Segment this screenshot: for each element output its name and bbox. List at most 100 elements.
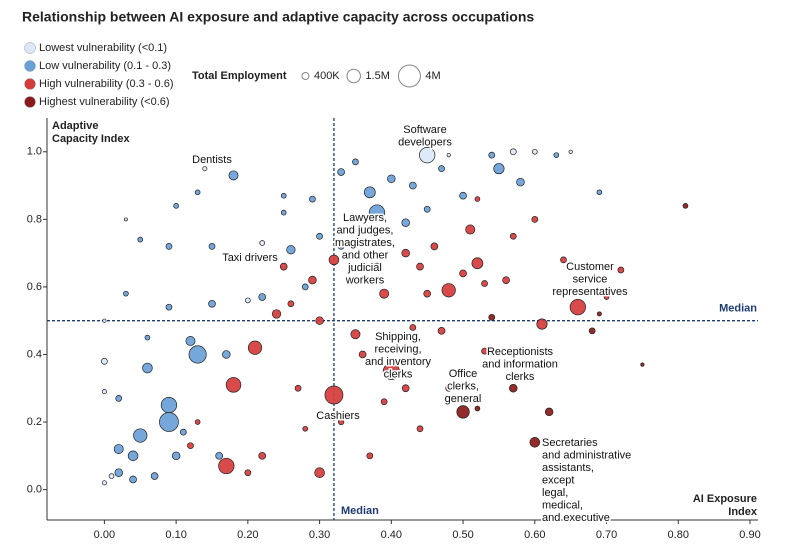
bubble	[208, 299, 216, 308]
y-axis-title: Capacity Index	[52, 133, 131, 145]
bubble	[124, 217, 128, 222]
annotation: workers	[345, 274, 385, 286]
bubble	[225, 377, 242, 393]
annotation: receiving,	[374, 343, 421, 355]
bubble	[113, 444, 124, 455]
annotation: Receptionists	[487, 346, 554, 358]
bubble	[509, 148, 517, 156]
annotation: Office	[449, 368, 478, 380]
bubble	[142, 362, 153, 374]
bubble	[108, 473, 115, 479]
bubble	[308, 275, 317, 285]
x-axis-title: Index	[728, 506, 758, 518]
bubble	[596, 189, 603, 196]
bubble	[259, 240, 266, 246]
bubble	[363, 186, 376, 199]
bubble	[380, 398, 388, 406]
bubble	[603, 294, 610, 300]
bubble	[488, 313, 496, 321]
x-tick-label: 0.70	[596, 529, 617, 541]
bubble	[568, 149, 573, 154]
annotation: and other	[342, 249, 389, 261]
bubble	[137, 236, 144, 243]
bubble	[316, 232, 323, 240]
bubble	[337, 243, 345, 250]
bubble	[171, 451, 181, 461]
y-tick-label: 0.6	[27, 281, 42, 293]
x-tick-label: 0.20	[237, 529, 258, 541]
bubble	[471, 257, 484, 270]
x-tick-label: 0.50	[452, 529, 473, 541]
bubble	[194, 419, 201, 425]
bubble	[441, 283, 456, 298]
size-legend-label: 1.5M	[365, 70, 389, 82]
bubble	[493, 163, 505, 175]
bubble	[338, 418, 345, 426]
annotation: Customer	[566, 261, 614, 273]
bubble	[416, 262, 424, 271]
x-tick-label: 0.40	[381, 529, 402, 541]
annotation: magistrates,	[335, 237, 395, 249]
annotation: Taxi drivers	[222, 252, 278, 264]
annotation: judicial	[347, 262, 382, 274]
legend-label: High vulnerability (0.3 - 0.6)	[39, 78, 174, 90]
bubble	[101, 480, 107, 486]
bubble	[379, 288, 390, 299]
y-axis-title: Adaptive	[52, 120, 98, 132]
bubble	[474, 405, 481, 412]
bubble	[179, 428, 187, 436]
bubble	[502, 276, 510, 284]
x-tick-label: 0.60	[524, 529, 545, 541]
legend-label: Low vulnerability (0.1 - 0.3)	[39, 60, 171, 72]
bubble	[258, 451, 267, 460]
bubble	[247, 340, 263, 355]
x-axis-title: AI Exposure	[693, 493, 757, 505]
bubble	[366, 452, 374, 460]
annotation: legal,	[542, 487, 568, 499]
bubble	[531, 148, 538, 155]
bubble	[488, 151, 496, 159]
legend-swatch	[24, 96, 36, 108]
annotation: Cashiers	[316, 410, 360, 422]
chart-title: Relationship between AI exposure and ada…	[22, 9, 534, 25]
bubble	[218, 457, 235, 475]
bubble	[102, 318, 107, 323]
x-tick-label: 0.00	[94, 529, 115, 541]
annotation: clerks	[506, 371, 535, 383]
annotation: clerks,	[447, 380, 479, 392]
bubble	[271, 309, 282, 319]
bubble	[123, 290, 129, 297]
bubble	[588, 327, 596, 335]
annotation: Shipping,	[375, 331, 421, 343]
bubble	[228, 170, 239, 181]
bubble	[430, 242, 439, 251]
bubble	[185, 336, 196, 346]
x-tick-label: 0.80	[668, 529, 689, 541]
bubble	[165, 243, 173, 250]
bubble	[328, 254, 340, 266]
bubble	[337, 168, 345, 176]
bubble	[287, 300, 295, 308]
bubble	[159, 412, 179, 432]
bubble	[258, 293, 267, 301]
bubble	[617, 266, 625, 274]
size-legend-title: Total Employment	[192, 70, 287, 82]
legend-label: Highest vulnerability (<0.6)	[39, 96, 170, 108]
annotation: and executive	[542, 512, 610, 524]
bubble	[301, 283, 309, 291]
bubble	[127, 450, 139, 462]
bubble	[423, 205, 431, 213]
median-label: Median	[719, 303, 757, 315]
annotation: assistants,	[542, 462, 594, 474]
bubble	[280, 192, 287, 199]
bubble	[401, 384, 410, 393]
legend-label: Lowest vulnerability (<0.1)	[39, 42, 167, 54]
bubble	[382, 362, 400, 380]
bubble	[401, 248, 410, 258]
bubble	[202, 166, 208, 172]
bubble	[481, 347, 488, 355]
bubble	[173, 203, 179, 209]
annotation: general	[445, 393, 482, 405]
bubble	[409, 181, 417, 190]
